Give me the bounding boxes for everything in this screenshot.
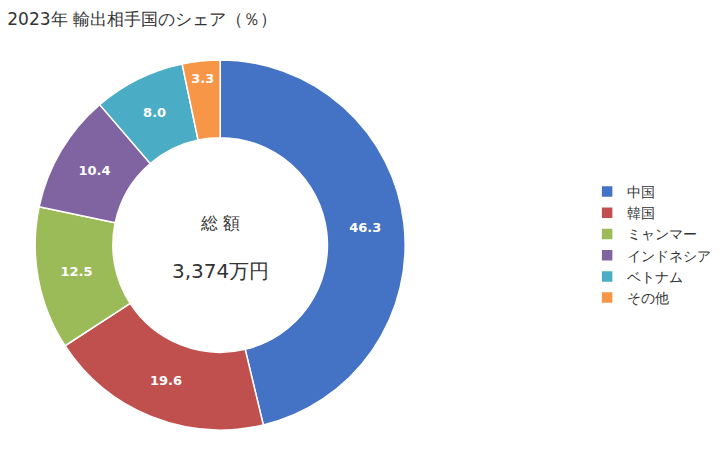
svg-text:韓国: 韓国 <box>627 205 655 221</box>
svg-text:中国: 中国 <box>627 184 655 200</box>
svg-text:19.6: 19.6 <box>150 373 182 388</box>
svg-text:総 額: 総 額 <box>200 213 240 233</box>
svg-text:46.3: 46.3 <box>349 220 381 235</box>
svg-text:その他: その他 <box>627 290 669 306</box>
svg-text:2023年 輸出相手国のシェア（％）: 2023年 輸出相手国のシェア（％） <box>7 9 277 29</box>
svg-text:8.0: 8.0 <box>143 105 166 120</box>
svg-text:10.4: 10.4 <box>78 163 110 178</box>
svg-text:ミャンマー: ミャンマー <box>627 226 697 242</box>
svg-text:12.5: 12.5 <box>60 264 92 279</box>
svg-text:ベトナム: ベトナム <box>627 269 683 285</box>
svg-text:3,374万円: 3,374万円 <box>172 259 269 283</box>
svg-text:3.3: 3.3 <box>191 71 214 86</box>
svg-text:インドネシア: インドネシア <box>627 248 711 264</box>
